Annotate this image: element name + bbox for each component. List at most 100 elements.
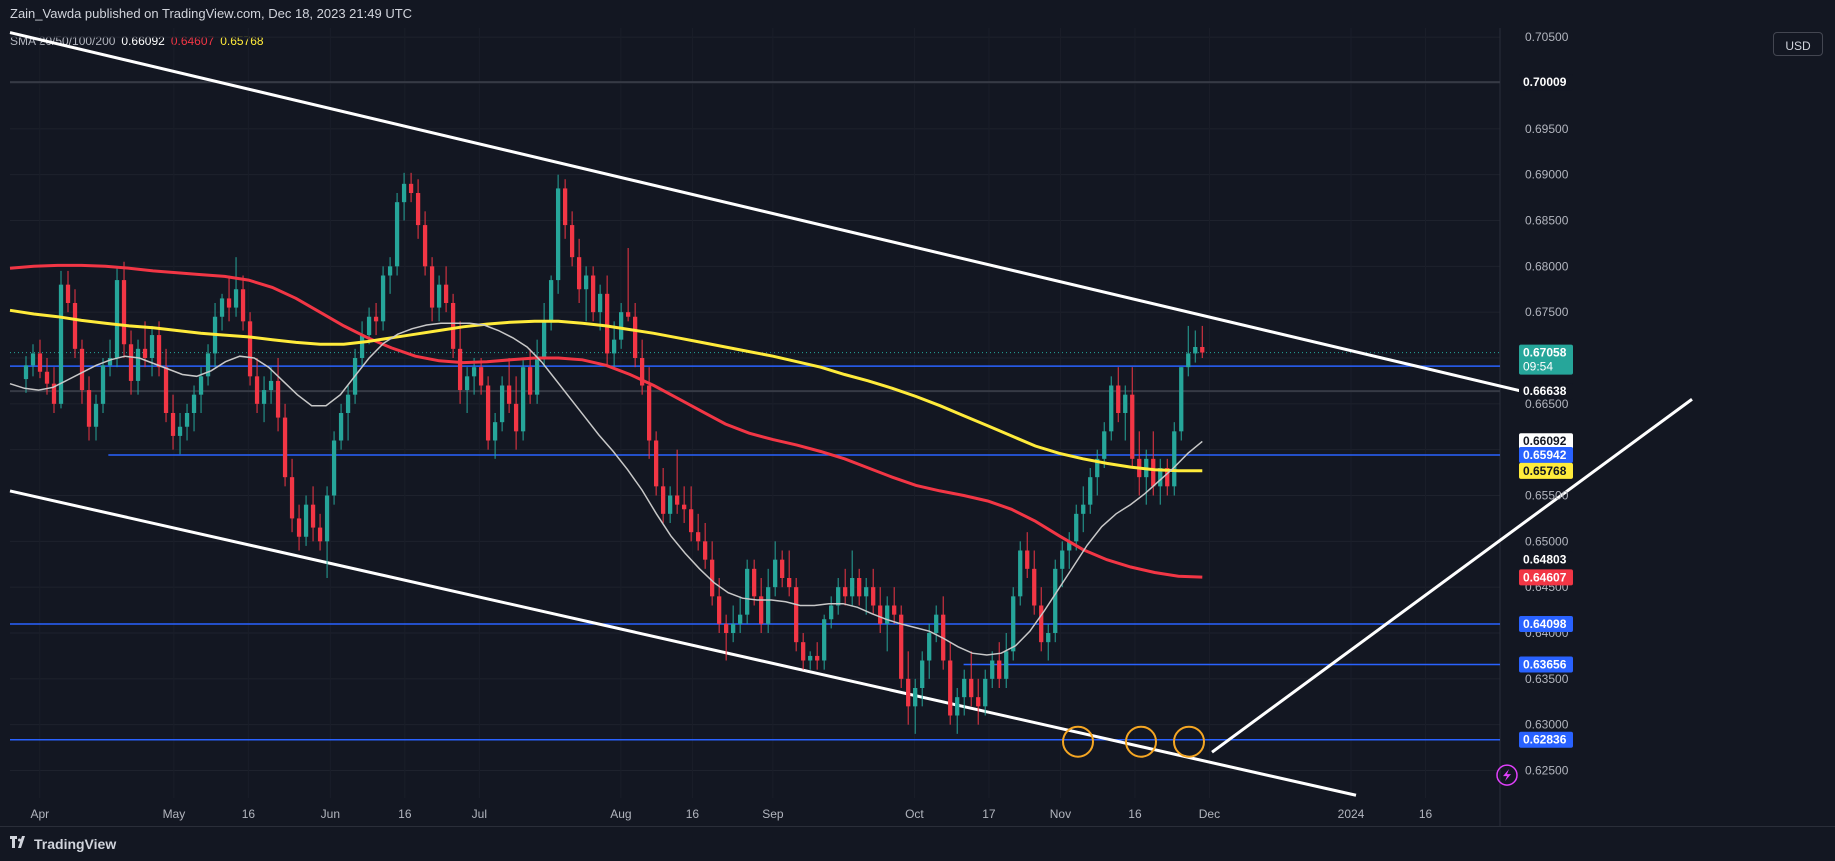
y-tick-label: 0.63000 <box>1525 718 1569 732</box>
candle-down <box>65 284 71 303</box>
axes: 0.625000.630000.635000.640000.645000.650… <box>30 30 1573 821</box>
candle-up <box>745 568 750 615</box>
candle-down <box>878 605 883 624</box>
currency-button[interactable]: USD <box>1773 32 1823 56</box>
price-label: 0.65942 <box>1523 448 1567 462</box>
candle-up <box>1081 504 1086 514</box>
x-tick-label: Apr <box>30 807 49 821</box>
candle-down <box>787 578 792 588</box>
candle-up <box>808 655 813 661</box>
candle-down <box>569 225 575 258</box>
price-label: 0.64607 <box>1523 570 1567 584</box>
candle-up <box>492 422 498 441</box>
price-label: 0.64803 <box>1523 552 1567 566</box>
price-chart[interactable]: 0.625000.630000.635000.640000.645000.650… <box>0 28 1835 826</box>
candle-down <box>724 623 729 633</box>
candle-down <box>710 559 715 597</box>
candle-up <box>464 376 470 391</box>
candle-up <box>668 495 673 514</box>
candle-down <box>647 385 652 441</box>
last-price-label: 0.67058 <box>1523 346 1567 360</box>
candle-down <box>689 509 694 533</box>
candle-down <box>682 504 687 510</box>
candle-up <box>149 335 155 358</box>
y-tick-label: 0.67500 <box>1525 305 1569 319</box>
candle-up <box>1046 633 1051 643</box>
price-label: 0.65768 <box>1523 464 1567 478</box>
candle-up <box>520 367 526 432</box>
x-tick-label: Aug <box>610 807 631 821</box>
sma-gray-line <box>9 322 1203 656</box>
tradingview-logo-icon[interactable] <box>10 827 28 861</box>
candle-up <box>1123 394 1128 413</box>
candle-down <box>801 642 806 661</box>
candle-down <box>527 367 533 395</box>
countdown-label: 09:54 <box>1523 360 1553 374</box>
price-label: 0.63656 <box>1523 658 1567 672</box>
candle-down <box>604 293 610 354</box>
candle-down <box>576 257 582 290</box>
x-tick-label: 16 <box>398 807 412 821</box>
candle-up <box>850 578 855 597</box>
candle-up <box>1088 477 1093 505</box>
candle-up <box>920 660 925 688</box>
annotation-circles <box>1062 725 1518 786</box>
candle-up <box>380 275 386 322</box>
candle-up <box>499 385 505 423</box>
candle-down <box>51 383 57 404</box>
candle-down <box>696 532 701 542</box>
candle-up <box>534 358 540 395</box>
candle-down <box>948 660 953 716</box>
x-tick-label: May <box>163 807 186 821</box>
candle-up <box>913 688 918 707</box>
horizontal-levels <box>10 81 1500 741</box>
candle-down <box>408 183 414 193</box>
candle-up <box>934 614 939 633</box>
candle-up <box>822 619 827 661</box>
x-tick-label: 16 <box>242 807 256 821</box>
candle-down <box>422 225 428 267</box>
candle-up <box>1004 651 1009 679</box>
candle-down <box>37 353 43 372</box>
candle-up <box>303 504 309 537</box>
lightning-icon-ring <box>1496 764 1518 786</box>
candle-down <box>640 358 645 386</box>
candle-down <box>289 477 295 519</box>
y-tick-label: 0.68500 <box>1525 214 1569 228</box>
candle-down <box>1116 385 1121 413</box>
y-tick-label: 0.66500 <box>1525 397 1569 411</box>
candle-up <box>359 335 365 358</box>
candle-down <box>415 193 421 226</box>
candle-down <box>752 568 757 597</box>
price-label: 0.62836 <box>1523 733 1567 747</box>
tradingview-brand[interactable]: TradingView <box>34 836 117 852</box>
candle-down <box>906 678 911 707</box>
price-label-bg <box>1519 383 1573 400</box>
candle-up <box>548 280 554 322</box>
candle-up <box>471 367 477 377</box>
candle-down <box>121 280 127 345</box>
candle-down <box>240 289 246 322</box>
candle-up <box>401 183 407 203</box>
price-label-bg <box>1519 462 1573 479</box>
candle-down <box>717 596 722 624</box>
candle-down <box>282 417 288 478</box>
candle-up <box>597 293 603 313</box>
candle-up <box>30 353 36 366</box>
candle-down <box>661 486 666 514</box>
y-tick-label: 0.69500 <box>1525 122 1569 136</box>
candle-down <box>1165 468 1170 487</box>
y-tick-label: 0.70500 <box>1525 30 1569 44</box>
candle-up <box>541 321 547 358</box>
candle-up <box>766 587 771 624</box>
x-tick-label: Nov <box>1050 807 1071 821</box>
price-label-bg <box>1519 551 1573 568</box>
lightning-icon-bolt <box>1503 769 1511 782</box>
candle-up <box>184 413 190 427</box>
candle-down <box>1032 568 1037 606</box>
candle-up <box>1186 353 1191 368</box>
candle-down <box>632 316 638 358</box>
footer: TradingView <box>0 826 1835 861</box>
candle-up <box>555 188 561 281</box>
candle-down <box>44 371 50 384</box>
